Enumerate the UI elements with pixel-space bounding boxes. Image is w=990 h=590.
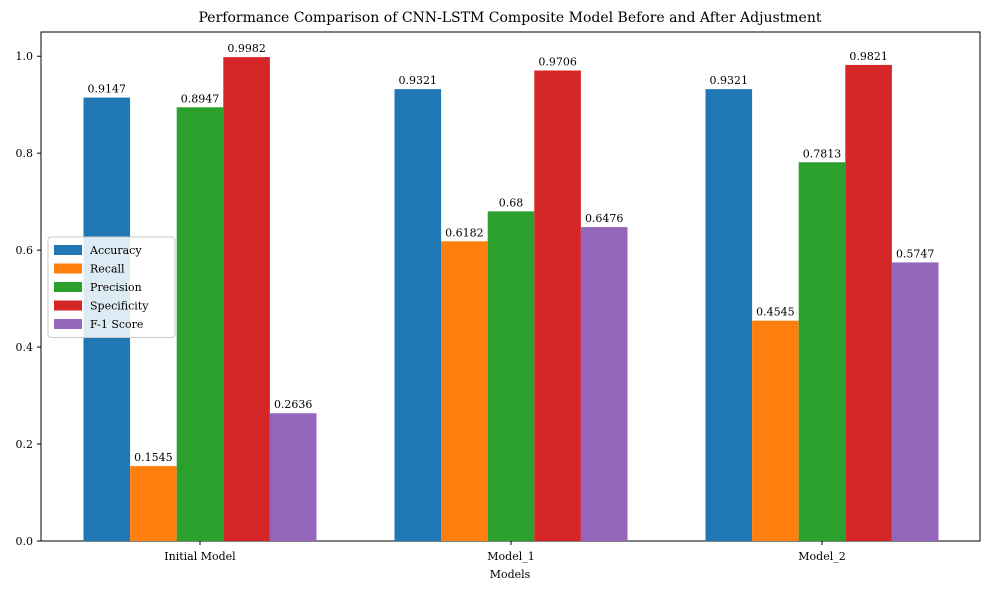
bar-value-label: 0.9321 — [710, 74, 749, 87]
bar-value-label: 0.9147 — [88, 83, 127, 96]
legend-swatch — [54, 319, 82, 329]
y-tick-label: 1.0 — [16, 50, 34, 63]
y-tick-label: 0.6 — [16, 244, 34, 257]
bar-precision-1 — [487, 211, 535, 541]
x-tick-label: Model_1 — [487, 550, 534, 563]
bar-f-1-score-1 — [580, 227, 628, 542]
bar-value-label: 0.7813 — [803, 147, 842, 160]
bar-value-label: 0.68 — [499, 196, 524, 209]
bar-specificity-0 — [223, 57, 270, 542]
legend-entry: Recall — [90, 263, 125, 276]
bar-recall-2 — [752, 320, 799, 541]
y-tick-label: 0.2 — [16, 438, 34, 451]
legend-box — [47, 236, 176, 338]
bar-value-label: 0.5747 — [896, 247, 935, 260]
legend-entry: Precision — [90, 281, 142, 294]
legend-entry: Specificity — [90, 300, 149, 313]
legend-entry: Accuracy — [89, 244, 142, 257]
bar-value-label: 0.6476 — [585, 212, 624, 225]
bar-value-label: 0.8947 — [181, 92, 220, 105]
bar-value-label: 0.1545 — [134, 451, 173, 464]
x-tick-label: Model_2 — [798, 550, 845, 563]
bar-accuracy-2 — [705, 89, 753, 541]
bar-specificity-2 — [845, 64, 892, 541]
bar-precision-0 — [176, 107, 224, 542]
x-tick-label: Initial Model — [164, 550, 236, 563]
bar-value-label: 0.6182 — [445, 226, 484, 239]
bar-value-label: 0.9706 — [538, 55, 577, 68]
bar-recall-0 — [130, 466, 177, 541]
legend-swatch — [54, 263, 82, 274]
legend-swatch — [54, 245, 82, 255]
bar-value-label: 0.4545 — [756, 306, 795, 319]
bar-f-1-score-0 — [269, 413, 317, 541]
bar-specificity-1 — [534, 70, 581, 541]
bar-recall-1 — [441, 241, 488, 541]
bar-accuracy-1 — [394, 89, 442, 541]
bar-f-1-score-2 — [891, 262, 939, 541]
x-axis-label: Models — [490, 568, 531, 581]
y-tick-label: 0.4 — [16, 341, 34, 354]
y-tick-label: 0.0 — [16, 535, 34, 548]
bar-precision-2 — [798, 162, 846, 541]
legend-entry: F-1 Score — [90, 318, 143, 331]
chart-title: Performance Comparison of CNN-LSTM Compo… — [199, 10, 822, 26]
bar-value-label: 0.9321 — [399, 74, 438, 87]
bar-value-label: 0.2636 — [274, 398, 313, 411]
bar-value-label: 0.9821 — [849, 50, 888, 63]
y-tick-label: 0.8 — [16, 147, 34, 160]
legend-swatch — [54, 300, 82, 311]
plot-area: 0.0 0.2 0.4 0.6 0.8 1.0 0.9147 0.9321 0.9321 0.15… — [16, 31, 981, 563]
bar-value-label: 0.9982 — [227, 42, 266, 55]
legend-swatch — [54, 282, 82, 292]
